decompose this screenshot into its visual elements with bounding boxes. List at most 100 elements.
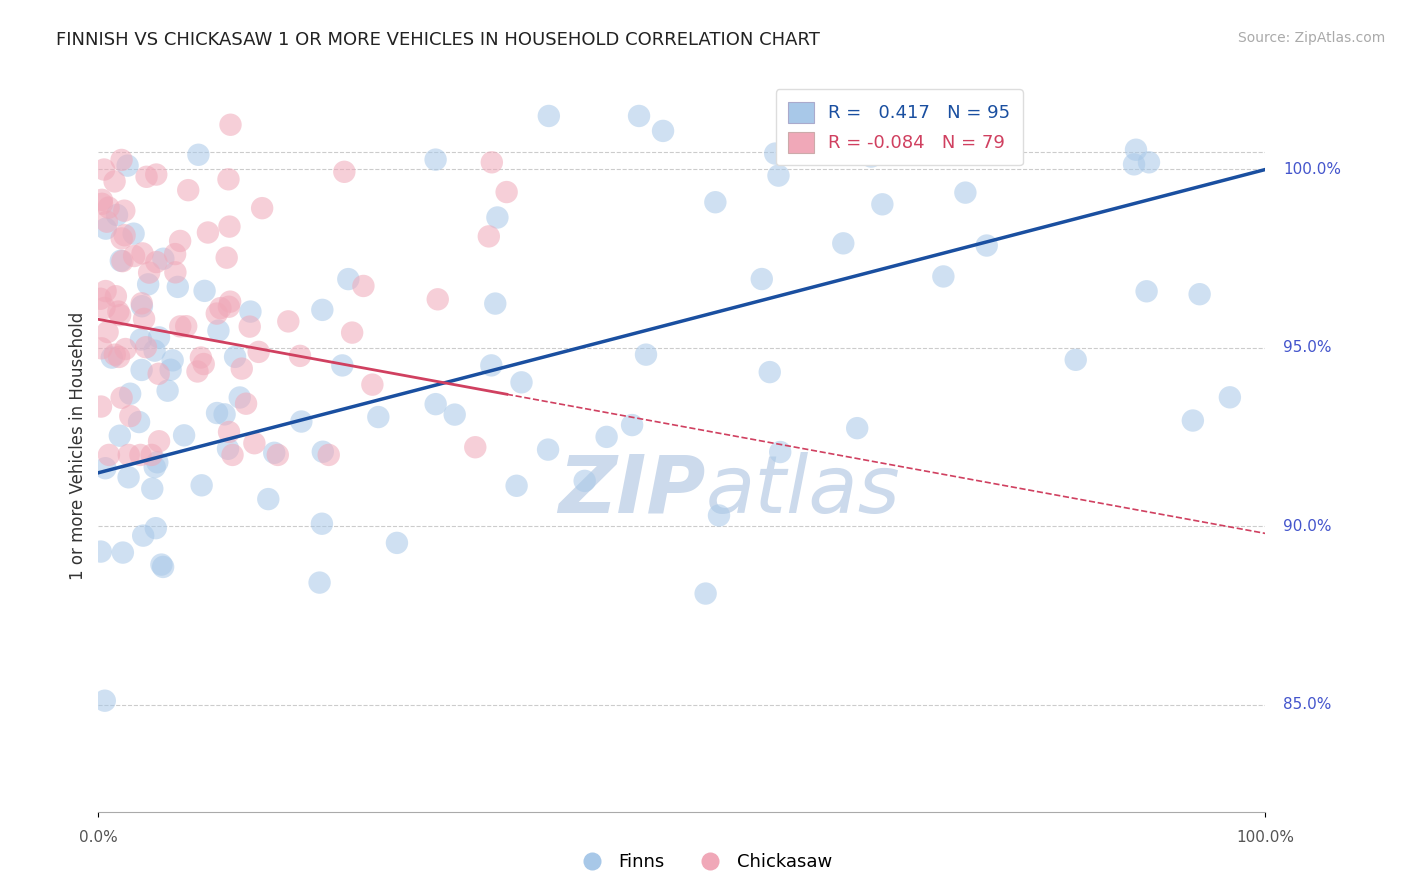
Point <box>481 155 503 169</box>
Point <box>193 357 215 371</box>
Point <box>707 508 730 523</box>
Point <box>131 299 153 313</box>
Point <box>112 203 135 218</box>
Point <box>425 153 447 167</box>
Point <box>218 219 240 234</box>
Point <box>209 301 232 315</box>
Point <box>595 430 617 444</box>
Point <box>94 284 117 298</box>
Point <box>361 377 384 392</box>
Point <box>215 251 238 265</box>
Point <box>1136 285 1159 299</box>
Point <box>141 448 163 462</box>
Point <box>138 266 160 280</box>
Point <box>352 279 374 293</box>
Text: 90.0%: 90.0% <box>1282 519 1331 533</box>
Point <box>111 231 134 245</box>
Point <box>169 234 191 248</box>
Point <box>146 455 169 469</box>
Point <box>277 314 299 328</box>
Point <box>91 196 114 211</box>
Point <box>510 376 533 390</box>
Point <box>90 193 112 207</box>
Text: 95.0%: 95.0% <box>1282 341 1331 355</box>
Point <box>768 169 790 183</box>
Point <box>250 201 273 215</box>
Text: ZIP: ZIP <box>558 451 706 530</box>
Point <box>425 397 447 411</box>
Point <box>132 528 155 542</box>
Point <box>205 406 228 420</box>
Point <box>156 384 179 398</box>
Point <box>872 197 894 211</box>
Point <box>104 289 127 303</box>
Point <box>177 183 200 197</box>
Point <box>537 109 560 123</box>
Point <box>214 408 236 422</box>
Point <box>94 221 117 235</box>
Point <box>110 253 132 268</box>
Point <box>231 361 253 376</box>
Point <box>217 442 239 456</box>
Point <box>148 434 170 449</box>
Point <box>832 236 855 251</box>
Point <box>143 343 166 358</box>
Point <box>94 694 117 708</box>
Point <box>108 308 131 322</box>
Point <box>122 249 145 263</box>
Point <box>111 254 134 268</box>
Point <box>129 448 152 462</box>
Point <box>330 359 353 373</box>
Point <box>751 272 773 286</box>
Point <box>152 252 174 266</box>
Point <box>704 195 727 210</box>
Legend: Finns, Chickasaw: Finns, Chickasaw <box>567 847 839 879</box>
Point <box>628 109 651 123</box>
Point <box>108 350 131 364</box>
Point <box>117 159 139 173</box>
Point <box>758 365 780 379</box>
Point <box>505 479 527 493</box>
Point <box>93 162 115 177</box>
Point <box>308 575 330 590</box>
Point <box>218 300 240 314</box>
Point <box>103 174 125 188</box>
Point <box>1188 287 1211 301</box>
Point <box>118 448 141 462</box>
Point <box>135 169 157 184</box>
Point <box>145 255 167 269</box>
Text: 85.0%: 85.0% <box>1282 698 1331 712</box>
Point <box>267 448 290 462</box>
Point <box>145 168 167 182</box>
Point <box>97 325 120 339</box>
Point <box>90 544 112 558</box>
Point <box>217 172 239 186</box>
Point <box>239 304 262 318</box>
Point <box>229 391 252 405</box>
Point <box>769 445 792 459</box>
Point <box>495 185 517 199</box>
Point <box>1064 352 1087 367</box>
Point <box>148 330 170 344</box>
Point <box>174 319 197 334</box>
Point <box>173 428 195 442</box>
Text: 100.0%: 100.0% <box>1282 162 1341 177</box>
Point <box>1219 390 1241 404</box>
Point <box>537 442 560 457</box>
Text: FINNISH VS CHICKASAW 1 OR MORE VEHICLES IN HOUSEHOLD CORRELATION CHART: FINNISH VS CHICKASAW 1 OR MORE VEHICLES … <box>56 31 820 49</box>
Point <box>90 341 112 355</box>
Point <box>312 444 335 458</box>
Point <box>117 470 139 484</box>
Point <box>426 293 449 307</box>
Point <box>96 215 118 229</box>
Text: 100.0%: 100.0% <box>1236 830 1295 845</box>
Point <box>695 586 717 600</box>
Point <box>290 415 312 429</box>
Point <box>136 277 159 292</box>
Point <box>159 362 181 376</box>
Point <box>111 545 134 559</box>
Point <box>97 201 120 215</box>
Point <box>100 351 122 365</box>
Point <box>131 246 153 260</box>
Point <box>464 440 486 454</box>
